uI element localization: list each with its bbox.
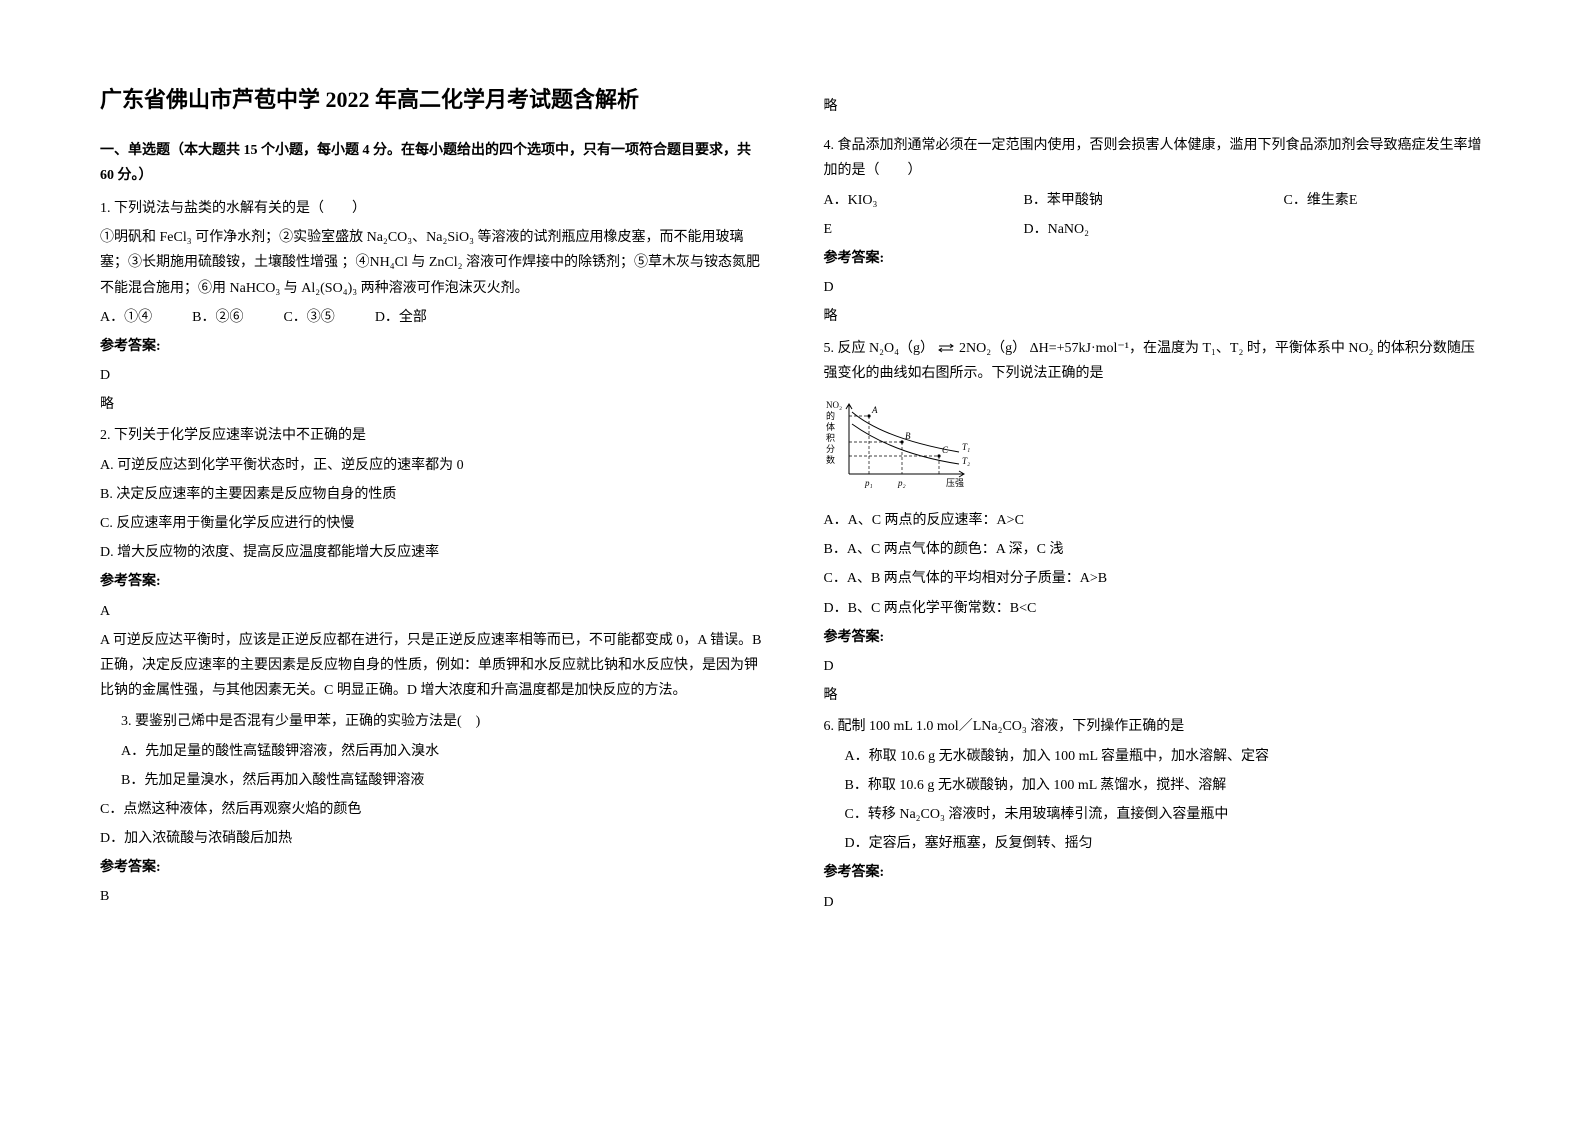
svg-text:T₂: T₂ <box>962 456 970 466</box>
q4-note: 略 <box>824 304 1488 329</box>
q6-optB: B．称取 10.6 g 无水碳酸钠，加入 100 mL 蒸馏水，搅拌、溶解 <box>824 773 1488 798</box>
q1-optC: C．③⑤ <box>283 305 334 330</box>
q2-optD: D. 增大反应物的浓度、提高反应温度都能增大反应速率 <box>100 540 764 565</box>
q4-optC-tail: E <box>824 217 1024 242</box>
equilibrium-icon <box>937 343 955 353</box>
q4-row2: E D．NaNO₂ <box>824 217 1488 242</box>
q5-answer-label: 参考答案: <box>824 625 1488 650</box>
q4-answer: D <box>824 275 1488 300</box>
q5-stem-a: 5. 反应 N₂O₄（g） <box>824 341 934 356</box>
q6-optA: A．称取 10.6 g 无水碳酸钠，加入 100 mL 容量瓶中，加水溶解、定容 <box>824 744 1488 769</box>
q4-optA: A．KIO₃ <box>824 188 1024 213</box>
q6-answer-label: 参考答案: <box>824 860 1488 885</box>
svg-text:体: 体 <box>826 421 835 432</box>
q2-answer: A <box>100 599 764 624</box>
q5-optD: D．B、C 两点化学平衡常数：B<C <box>824 596 1488 621</box>
q1-answer-label: 参考答案: <box>100 334 764 359</box>
q5-optB: B．A、C 两点气体的颜色：A 深，C 浅 <box>824 537 1488 562</box>
q5-answer: D <box>824 654 1488 679</box>
q1-note: 略 <box>100 392 764 417</box>
q4-optB: B．苯甲酸钠 <box>1024 188 1284 213</box>
q1-stem: 1. 下列说法与盐类的水解有关的是（ ） <box>100 196 764 221</box>
q3-answer-label: 参考答案: <box>100 855 764 880</box>
q3-note: 略 <box>824 94 1488 119</box>
q4-row1: A．KIO₃ B．苯甲酸钠 C．维生素E <box>824 188 1488 213</box>
question-2: 2. 下列关于化学反应速率说法中不正确的是 A. 可逆反应达到化学平衡状态时，正… <box>100 423 764 703</box>
q2-optC: C. 反应速率用于衡量化学反应进行的快慢 <box>100 511 764 536</box>
q3-stem: 3. 要鉴别己烯中是否混有少量甲苯，正确的实验方法是( ) <box>100 709 764 734</box>
question-1: 1. 下列说法与盐类的水解有关的是（ ） ①明矾和 FeCl₃ 可作净水剂；②实… <box>100 196 764 418</box>
q3-optA: A．先加足量的酸性高锰酸钾溶液，然后再加入溴水 <box>100 739 764 764</box>
page-title: 广东省佛山市芦苞中学 2022 年高二化学月考试题含解析 <box>100 80 764 120</box>
question-6: 6. 配制 100 mL 1.0 mol／LNa₂CO₃ 溶液，下列操作正确的是… <box>824 714 1488 914</box>
q2-optB: B. 决定反应速率的主要因素是反应物自身的性质 <box>100 482 764 507</box>
svg-text:的: 的 <box>826 410 835 421</box>
q6-stem: 6. 配制 100 mL 1.0 mol／LNa₂CO₃ 溶液，下列操作正确的是 <box>824 714 1488 739</box>
q2-answer-label: 参考答案: <box>100 569 764 594</box>
svg-text:C: C <box>942 445 949 455</box>
q2-optA: A. 可逆反应达到化学平衡状态时，正、逆反应的速率都为 0 <box>100 453 764 478</box>
svg-text:数: 数 <box>826 454 835 465</box>
q1-body: ①明矾和 FeCl₃ 可作净水剂；②实验室盛放 Na₂CO₃、Na₂SiO₃ 等… <box>100 225 764 301</box>
q4-answer-label: 参考答案: <box>824 246 1488 271</box>
svg-text:p₁: p₁ <box>864 478 873 488</box>
q3-answer: B <box>100 884 764 909</box>
q1-optA: A．①④ <box>100 305 152 330</box>
q5-note: 略 <box>824 683 1488 708</box>
section-header: 一、单选题（本大题共 15 个小题，每小题 4 分。在每小题给出的四个选项中，只… <box>100 138 764 188</box>
svg-text:p₂: p₂ <box>897 478 906 488</box>
q5-stem: 5. 反应 N₂O₄（g） 2NO₂（g） ΔH=+57kJ·mol⁻¹，在温度… <box>824 336 1488 386</box>
svg-text:NO₂: NO₂ <box>826 400 842 410</box>
q6-answer: D <box>824 890 1488 915</box>
q1-optB: B．②⑥ <box>192 305 243 330</box>
question-4: 4. 食品添加剂通常必须在一定范围内使用，否则会损害人体健康，滥用下列食品添加剂… <box>824 133 1488 329</box>
q3-optB: B．先加足量溴水，然后再加入酸性高锰酸钾溶液 <box>100 768 764 793</box>
svg-text:压强: 压强 <box>946 478 964 488</box>
q6-optC: C．转移 Na₂CO₃ 溶液时，未用玻璃棒引流，直接倒入容量瓶中 <box>824 802 1488 827</box>
q1-optD: D．全部 <box>375 305 427 330</box>
q2-explain: A 可逆反应达平衡时，应该是正逆反应都在进行，只是正逆反应速率相等而已，不可能都… <box>100 628 764 704</box>
q4-optD: D．NaNO₂ <box>1024 217 1284 242</box>
q6-optD: D．定容后，塞好瓶塞，反复倒转、摇匀 <box>824 831 1488 856</box>
q1-answer: D <box>100 363 764 388</box>
q1-options: A．①④ B．②⑥ C．③⑤ D．全部 <box>100 305 764 330</box>
question-3: 3. 要鉴别己烯中是否混有少量甲苯，正确的实验方法是( ) A．先加足量的酸性高… <box>100 709 764 909</box>
q5-optA: A．A、C 两点的反应速率：A>C <box>824 508 1488 533</box>
q4-optC: C．维生素E <box>1284 188 1434 213</box>
svg-text:B: B <box>905 431 911 441</box>
q2-stem: 2. 下列关于化学反应速率说法中不正确的是 <box>100 423 764 448</box>
question-5: 5. 反应 N₂O₄（g） 2NO₂（g） ΔH=+57kJ·mol⁻¹，在温度… <box>824 336 1488 709</box>
svg-text:积: 积 <box>826 432 835 443</box>
q4-stem: 4. 食品添加剂通常必须在一定范围内使用，否则会损害人体健康，滥用下列食品添加剂… <box>824 133 1488 183</box>
q5-chart: NO₂的体积分数压强 T₁ T₂ A B Cp₁ p₂ <box>824 394 1488 498</box>
svg-text:分: 分 <box>826 444 835 454</box>
q3-optC: C．点燃这种液体，然后再观察火焰的颜色 <box>100 797 764 822</box>
svg-text:T₁: T₁ <box>962 442 970 452</box>
q5-optC: C．A、B 两点气体的平均相对分子质量：A>B <box>824 566 1488 591</box>
q3-optD: D．加入浓硫酸与浓硝酸后加热 <box>100 826 764 851</box>
svg-text:A: A <box>871 405 878 415</box>
